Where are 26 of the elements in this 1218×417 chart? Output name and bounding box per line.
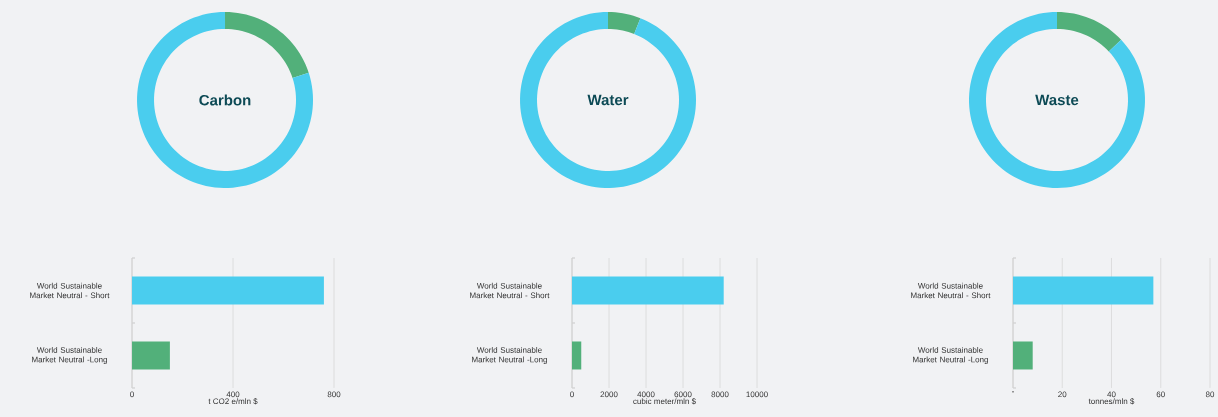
y-tick-label: World Sustainable Market Neutral - Short: [30, 282, 110, 299]
y-tick-label: World Sustainable Market Neutral -Long: [913, 347, 988, 364]
x-tick-label: 20: [1058, 391, 1067, 398]
x-tick-label: 10000: [746, 391, 768, 398]
x-tick-label: 6000: [674, 391, 692, 398]
y-tick-label: World Sustainable Market Neutral - Short: [470, 282, 550, 299]
x-tick-label: 0: [570, 391, 574, 398]
x-tick-label: 0: [130, 391, 134, 398]
x-tick-label: 800: [327, 391, 341, 398]
y-tick-label: World Sustainable Market Neutral - Short: [911, 282, 991, 299]
x-tick-label: 2000: [600, 391, 618, 398]
x-tick-label: 8000: [711, 391, 729, 398]
x-tick-label: 60: [1156, 391, 1165, 398]
x-tick-label: -: [1012, 391, 1014, 393]
x-axis-title: t CO2 e/mln $: [208, 398, 258, 405]
x-axis-title: tonnes/mln $: [1088, 398, 1135, 405]
y-tick-label: World Sustainable Market Neutral -Long: [32, 347, 107, 364]
x-tick-label: 400: [226, 391, 240, 398]
x-tick-label: 40: [1107, 391, 1116, 398]
text: Carbon: [199, 94, 251, 106]
x-tick-label: 4000: [637, 391, 655, 398]
y-tick-label: World Sustainable Market Neutral -Long: [472, 347, 547, 364]
x-axis-title: cubic meter/mln $: [633, 398, 696, 405]
x-tick-label: 80: [1205, 391, 1215, 398]
text: Waste: [1035, 94, 1079, 106]
text: Water: [587, 94, 629, 106]
